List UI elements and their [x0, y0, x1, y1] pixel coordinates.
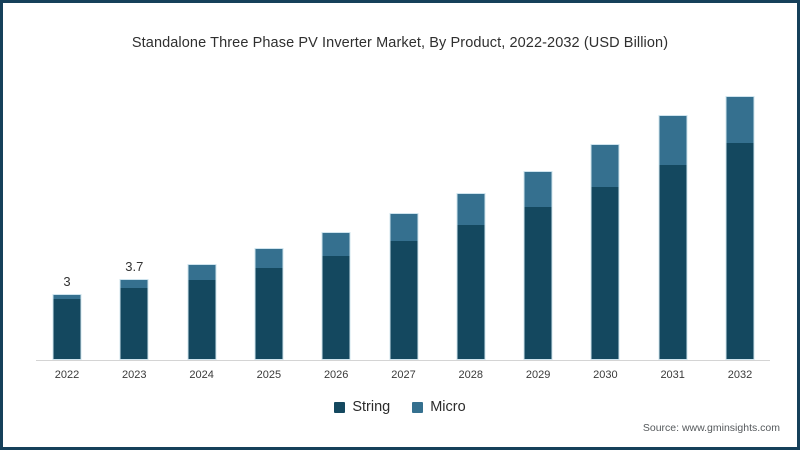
x-axis-tick-label: 2022 [54, 369, 80, 381]
legend-item-micro[interactable]: Micro [412, 399, 466, 415]
bar-segment-string[interactable] [523, 207, 553, 360]
bar-segment-string[interactable] [725, 143, 755, 360]
legend-swatch-micro [412, 401, 424, 413]
bar-segment-micro[interactable] [187, 264, 217, 280]
bar-segment-string[interactable] [389, 240, 418, 360]
bar-segment-micro[interactable] [523, 171, 553, 208]
x-axis-tick-label: 2024 [189, 369, 214, 381]
bar-group[interactable] [254, 248, 284, 360]
plot-area: 3 2022 3.7 2023 2024 2025 2026 2027 2028 2029 2030… [3, 3, 800, 453]
bar-value-label: 3 [63, 274, 71, 290]
bar-segment-micro[interactable] [725, 96, 755, 144]
bar-segment-string[interactable] [321, 255, 351, 360]
bar-segment-string[interactable] [456, 224, 486, 360]
bar-value-label: 3.7 [125, 258, 144, 274]
x-axis-line [36, 360, 770, 361]
bar-segment-string[interactable] [254, 268, 284, 360]
bar-group[interactable] [658, 115, 688, 360]
bar-group[interactable]: 3.7 [119, 259, 149, 360]
source-attribution: Source: www.gminsights.com [642, 422, 780, 434]
bar-group[interactable]: 3 [52, 274, 82, 360]
bar-segment-string[interactable] [187, 279, 217, 360]
bar-segment-micro[interactable] [119, 278, 149, 289]
bar-segment-micro[interactable] [321, 231, 351, 256]
bar-group[interactable] [523, 171, 553, 360]
x-axis-tick-label: 2031 [660, 369, 685, 381]
chart-legend: String Micro [3, 399, 797, 415]
bar-segment-micro[interactable] [456, 193, 486, 225]
x-axis-tick-label: 2027 [391, 369, 416, 381]
legend-label-string: String [352, 399, 391, 415]
legend-swatch-string [334, 401, 346, 413]
x-axis-tick-label: 2026 [323, 369, 349, 381]
bar-segment-micro[interactable] [658, 115, 688, 166]
x-axis-tick-label: 2032 [727, 369, 753, 381]
x-axis-tick-label: 2029 [525, 369, 551, 381]
bar-group[interactable] [187, 264, 217, 360]
bar-group[interactable] [456, 193, 486, 360]
bar-group[interactable] [321, 231, 351, 360]
x-axis-tick-label: 2028 [458, 369, 484, 381]
x-axis-tick-label: 2025 [256, 369, 282, 381]
bar-segment-string[interactable] [658, 165, 688, 360]
chart-title: Standalone Three Phase PV Inverter Marke… [131, 35, 669, 51]
bar-segment-micro[interactable] [389, 213, 418, 241]
bar-segment-string[interactable] [119, 288, 149, 360]
bar-group[interactable] [725, 96, 755, 360]
legend-item-string[interactable]: String [334, 399, 390, 415]
x-axis-tick-label: 2030 [593, 369, 618, 381]
chart-canvas: Standalone Three Phase PV Inverter Marke… [3, 3, 797, 447]
bar-segment-micro[interactable] [52, 294, 82, 300]
x-axis-tick-label: 2023 [122, 369, 147, 381]
bar-group[interactable] [590, 144, 620, 360]
bar-group[interactable] [389, 213, 418, 360]
legend-label-micro: Micro [430, 399, 466, 415]
bar-segment-string[interactable] [590, 187, 620, 360]
bar-segment-micro[interactable] [590, 144, 620, 188]
bar-segment-string[interactable] [52, 299, 82, 360]
bar-segment-micro[interactable] [254, 248, 284, 269]
